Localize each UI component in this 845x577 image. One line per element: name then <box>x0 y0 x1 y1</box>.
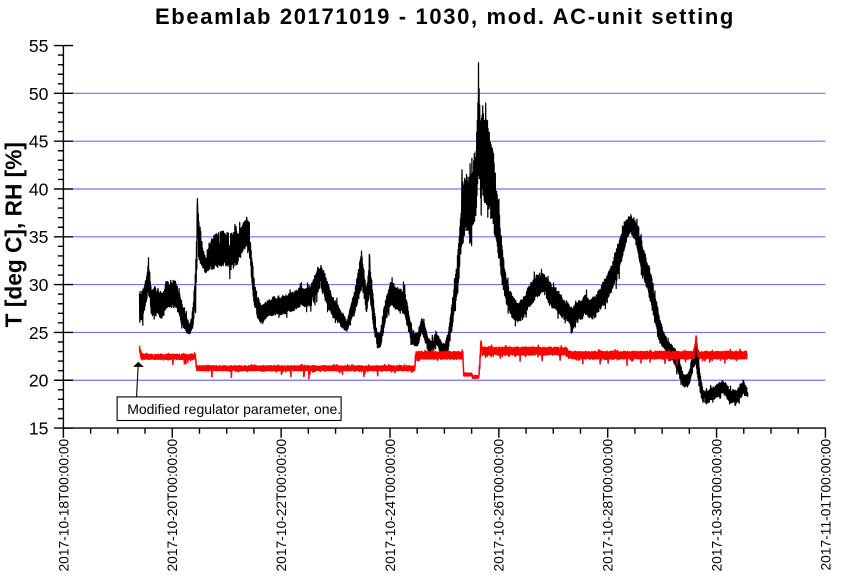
svg-text:35: 35 <box>29 227 49 247</box>
svg-text:50: 50 <box>29 84 49 104</box>
svg-text:2017-11-01T00:00:00: 2017-11-01T00:00:00 <box>818 438 833 570</box>
svg-text:2017-10-26T00:00:00: 2017-10-26T00:00:00 <box>492 438 507 571</box>
svg-text:30: 30 <box>29 275 49 295</box>
svg-text:20: 20 <box>29 371 49 391</box>
svg-text:40: 40 <box>29 179 49 199</box>
svg-text:55: 55 <box>29 36 49 56</box>
svg-text:15: 15 <box>29 418 49 438</box>
svg-text:Ebeamlab 20171019 - 1030, mod.: Ebeamlab 20171019 - 1030, mod. AC-unit s… <box>155 4 735 29</box>
svg-text:2017-10-22T00:00:00: 2017-10-22T00:00:00 <box>274 438 289 571</box>
svg-text:2017-10-20T00:00:00: 2017-10-20T00:00:00 <box>165 438 180 571</box>
svg-text:2017-10-24T00:00:00: 2017-10-24T00:00:00 <box>383 438 398 571</box>
svg-text:2017-10-18T00:00:00: 2017-10-18T00:00:00 <box>56 438 71 571</box>
svg-text:25: 25 <box>29 323 49 343</box>
svg-text:2017-10-30T00:00:00: 2017-10-30T00:00:00 <box>709 438 724 571</box>
svg-text:Modified regulator parameter,: Modified regulator parameter, one. <box>127 401 341 417</box>
svg-text:45: 45 <box>29 132 49 152</box>
svg-text:2017-10-28T00:00:00: 2017-10-28T00:00:00 <box>601 438 616 571</box>
svg-text:T [deg C], RH [%]: T [deg C], RH [%] <box>1 142 27 327</box>
